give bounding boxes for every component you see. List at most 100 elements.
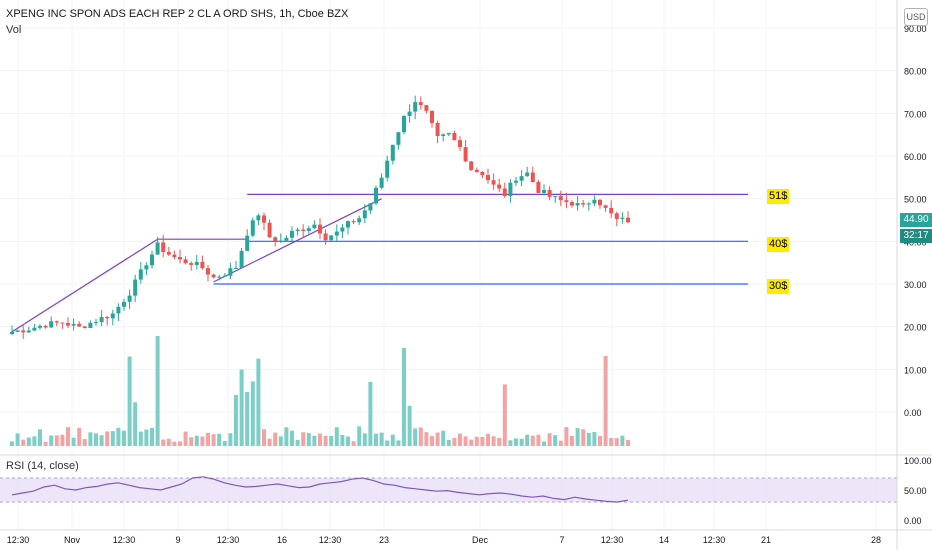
candle-body bbox=[491, 180, 496, 185]
volume-bar bbox=[430, 436, 434, 446]
volume-bar bbox=[570, 435, 574, 446]
candle-body bbox=[379, 177, 384, 188]
volume-bar bbox=[312, 435, 317, 446]
candle-body bbox=[430, 110, 434, 123]
volume-bar bbox=[88, 432, 93, 446]
volume-bar bbox=[329, 435, 334, 446]
volume-bar bbox=[598, 435, 602, 446]
volume-bar bbox=[491, 436, 496, 446]
candle-body bbox=[334, 231, 339, 236]
candle-body bbox=[105, 316, 110, 319]
candle-body bbox=[116, 306, 121, 314]
candle-body bbox=[374, 187, 378, 204]
candle-body bbox=[239, 250, 244, 268]
volume-bars bbox=[10, 336, 630, 446]
candle-body bbox=[346, 221, 350, 228]
candle-body bbox=[614, 213, 619, 219]
volume-bar bbox=[418, 427, 423, 446]
volume-bar bbox=[530, 435, 535, 446]
candle-body bbox=[43, 325, 48, 328]
level-lines bbox=[11, 193, 748, 333]
volume-bar bbox=[178, 441, 182, 446]
y-tick-label: 50.00 bbox=[904, 195, 927, 205]
volume-bar bbox=[323, 435, 328, 446]
candle-body bbox=[211, 274, 216, 278]
candle-body bbox=[278, 240, 283, 242]
candle-body bbox=[15, 330, 20, 332]
candle-body bbox=[222, 275, 227, 277]
volume-bar bbox=[278, 436, 283, 446]
candle-body bbox=[88, 322, 93, 328]
candle-body bbox=[323, 233, 328, 241]
volume-bar bbox=[424, 432, 429, 446]
y-tick-label: 60.00 bbox=[904, 152, 927, 162]
x-tick-label: 28 bbox=[871, 535, 881, 545]
volume-bar bbox=[262, 429, 266, 446]
volume-bar bbox=[133, 402, 138, 446]
volume-bar bbox=[32, 436, 37, 446]
volume-bar bbox=[66, 427, 70, 446]
y-tick-label: 30.00 bbox=[904, 280, 927, 290]
candle-body bbox=[71, 323, 76, 326]
candle-body bbox=[547, 189, 552, 197]
candle-body bbox=[99, 316, 104, 323]
volume-bar bbox=[21, 439, 26, 446]
volume-label: Vol bbox=[6, 24, 22, 36]
volume-bar bbox=[239, 369, 244, 446]
volume-bar bbox=[200, 436, 205, 446]
volume-bar bbox=[357, 426, 362, 446]
candle-body bbox=[357, 218, 362, 223]
candle-body bbox=[94, 322, 98, 324]
y-tick-label: 0.00 bbox=[904, 408, 922, 418]
volume-bar bbox=[110, 431, 115, 446]
chart-title: XPENG INC SPON ADS EACH REP 2 CL A ORD S… bbox=[6, 8, 349, 20]
candle-body bbox=[329, 235, 334, 241]
candle-body bbox=[351, 221, 356, 223]
candle-body bbox=[519, 176, 524, 181]
volume-bar bbox=[228, 433, 233, 446]
volume-bar bbox=[206, 432, 210, 446]
volume-bar bbox=[245, 392, 250, 446]
candle-body bbox=[598, 199, 602, 206]
candle-body bbox=[21, 330, 26, 333]
volume-bar bbox=[620, 435, 625, 446]
candle-body bbox=[446, 132, 451, 135]
candle-body bbox=[150, 254, 154, 266]
volume-bar bbox=[340, 434, 345, 446]
candle-body bbox=[138, 269, 143, 280]
annotation-30[interactable]: 30$ bbox=[767, 279, 790, 294]
volume-bar bbox=[43, 441, 48, 446]
annotation-40[interactable]: 40$ bbox=[767, 237, 790, 252]
volume-bar bbox=[564, 427, 569, 446]
volume-bar bbox=[435, 432, 440, 446]
volume-bar bbox=[166, 438, 171, 446]
candle-body bbox=[530, 172, 535, 183]
candle-body bbox=[564, 200, 569, 203]
y-tick-label: 10.00 bbox=[904, 365, 927, 375]
candle-body bbox=[497, 184, 502, 189]
rsi-band bbox=[0, 478, 897, 502]
volume-bar bbox=[413, 428, 418, 446]
volume-bar bbox=[183, 431, 188, 446]
candle-body bbox=[469, 161, 474, 171]
volume-bar bbox=[514, 438, 518, 446]
candle-body bbox=[474, 170, 479, 172]
x-tick-label: 9 bbox=[175, 535, 180, 545]
annotation-51[interactable]: 51$ bbox=[767, 189, 790, 204]
candles bbox=[10, 95, 630, 339]
candle-body bbox=[362, 210, 367, 219]
candle-body bbox=[66, 323, 70, 326]
volume-bar bbox=[592, 431, 597, 446]
candle-body bbox=[234, 267, 238, 269]
candle-body bbox=[32, 327, 37, 331]
volume-bar bbox=[295, 439, 300, 446]
currency-badge[interactable]: USD bbox=[904, 8, 928, 26]
candle-body bbox=[536, 182, 541, 193]
candle-body bbox=[290, 231, 294, 238]
volume-bar bbox=[452, 437, 457, 446]
candle-body bbox=[435, 122, 440, 137]
volume-bar bbox=[250, 381, 255, 446]
